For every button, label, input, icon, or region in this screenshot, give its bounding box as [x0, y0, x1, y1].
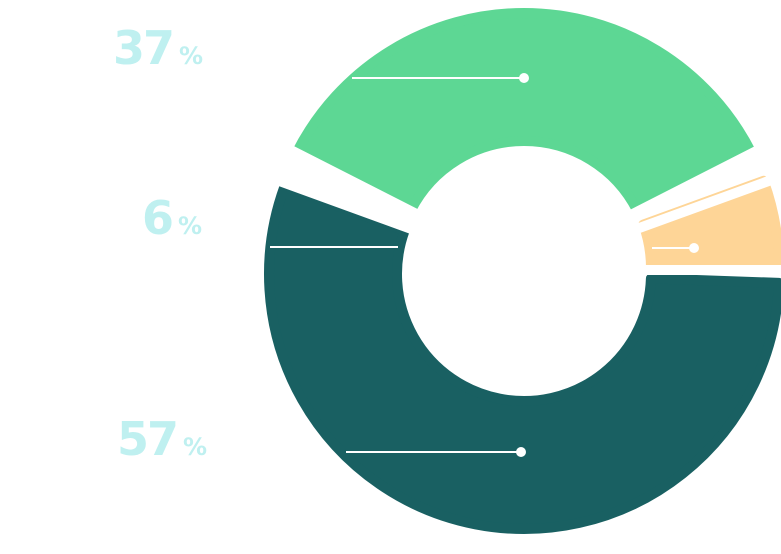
percent-symbol: %: [179, 42, 203, 70]
leader-lines: [270, 73, 699, 457]
slice-green: [291, 8, 757, 216]
percent-label-green: 37%: [113, 21, 203, 75]
slice-gap: [280, 142, 427, 225]
percent-value: 57: [117, 412, 177, 466]
percent-symbol: %: [178, 212, 202, 240]
percent-value: 37: [113, 21, 173, 75]
percent-value: 6: [142, 191, 172, 245]
percent-label-teal: 57%: [117, 412, 207, 466]
slice-gap: [621, 142, 768, 225]
slice-gap: [268, 172, 421, 237]
donut-slices: [264, 8, 781, 534]
slice-teal: [264, 181, 781, 534]
percent-symbol: %: [183, 433, 207, 461]
percent-label-peach: 6%: [142, 191, 202, 245]
leader-dot: [519, 73, 529, 83]
leader-dot: [689, 243, 699, 253]
leader-dot: [516, 447, 526, 457]
percent-labels: 57 %37 %6%: [113, 21, 207, 466]
slice-gap: [627, 172, 780, 237]
